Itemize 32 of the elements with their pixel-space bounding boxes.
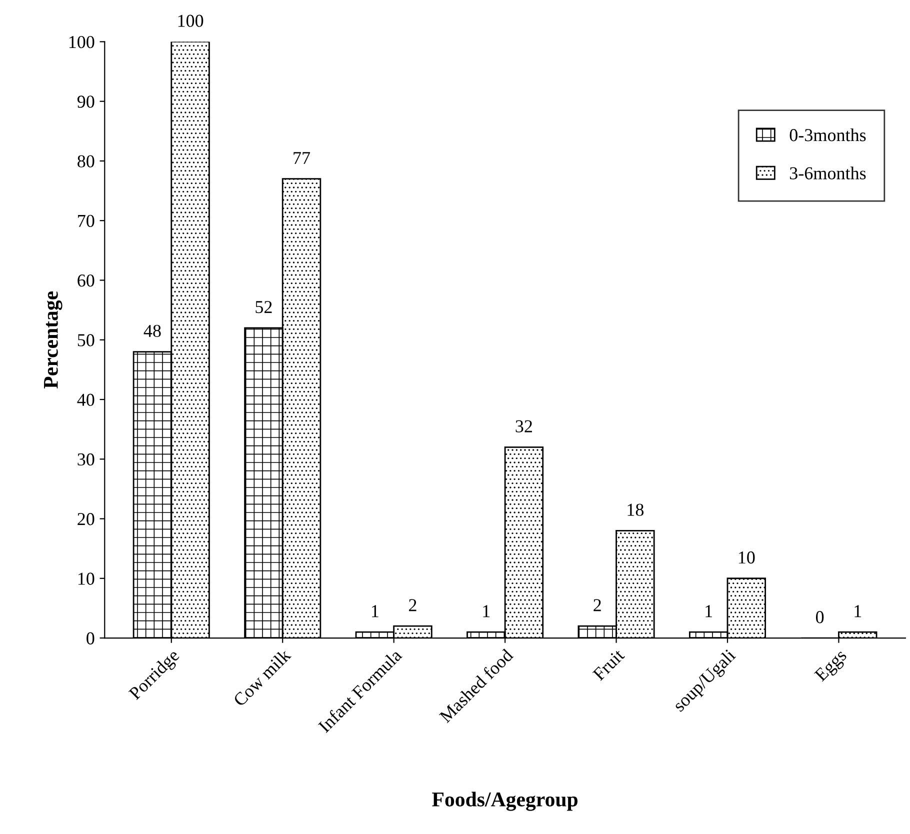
data-label: 2: [409, 599, 416, 612]
data-label: 18: [628, 504, 644, 516]
y-axis-title: Percentage: [44, 291, 62, 388]
data-label: 2: [594, 599, 601, 612]
data-label: 1: [372, 605, 378, 618]
x-tick-label: Eggs: [814, 648, 850, 684]
y-tick-label: 20: [78, 513, 94, 526]
data-label: 10: [738, 551, 755, 564]
y-tick-label: 50: [78, 334, 94, 346]
legend-label: 3-6months: [790, 166, 866, 180]
data-label: 100: [178, 14, 204, 27]
x-axis-title: Foods/Agegroup: [432, 792, 578, 811]
data-label: 77: [294, 152, 310, 164]
data-label: 32: [516, 420, 532, 432]
data-label: 1: [706, 605, 712, 618]
y-tick-label: 0: [86, 632, 94, 644]
y-tick-label: 80: [78, 155, 94, 168]
y-tick-label: 10: [78, 572, 94, 585]
data-label: 1: [483, 605, 490, 618]
y-tick-label: 40: [77, 394, 94, 406]
data-label: 1: [854, 605, 862, 618]
data-label: 0: [816, 611, 824, 624]
x-tick-label: Cow milk: [232, 648, 292, 707]
x-tick-label: Fruit: [592, 648, 626, 682]
y-tick-label: 70: [78, 214, 94, 228]
data-label: 52: [256, 301, 272, 314]
y-tick-label: 30: [78, 453, 94, 466]
y-tick-label: 60: [78, 274, 94, 287]
y-tick-label: 100: [69, 36, 94, 48]
data-label: 48: [144, 324, 161, 338]
y-tick-label: 90: [77, 96, 94, 108]
legend-label: 0-3months: [790, 128, 866, 142]
